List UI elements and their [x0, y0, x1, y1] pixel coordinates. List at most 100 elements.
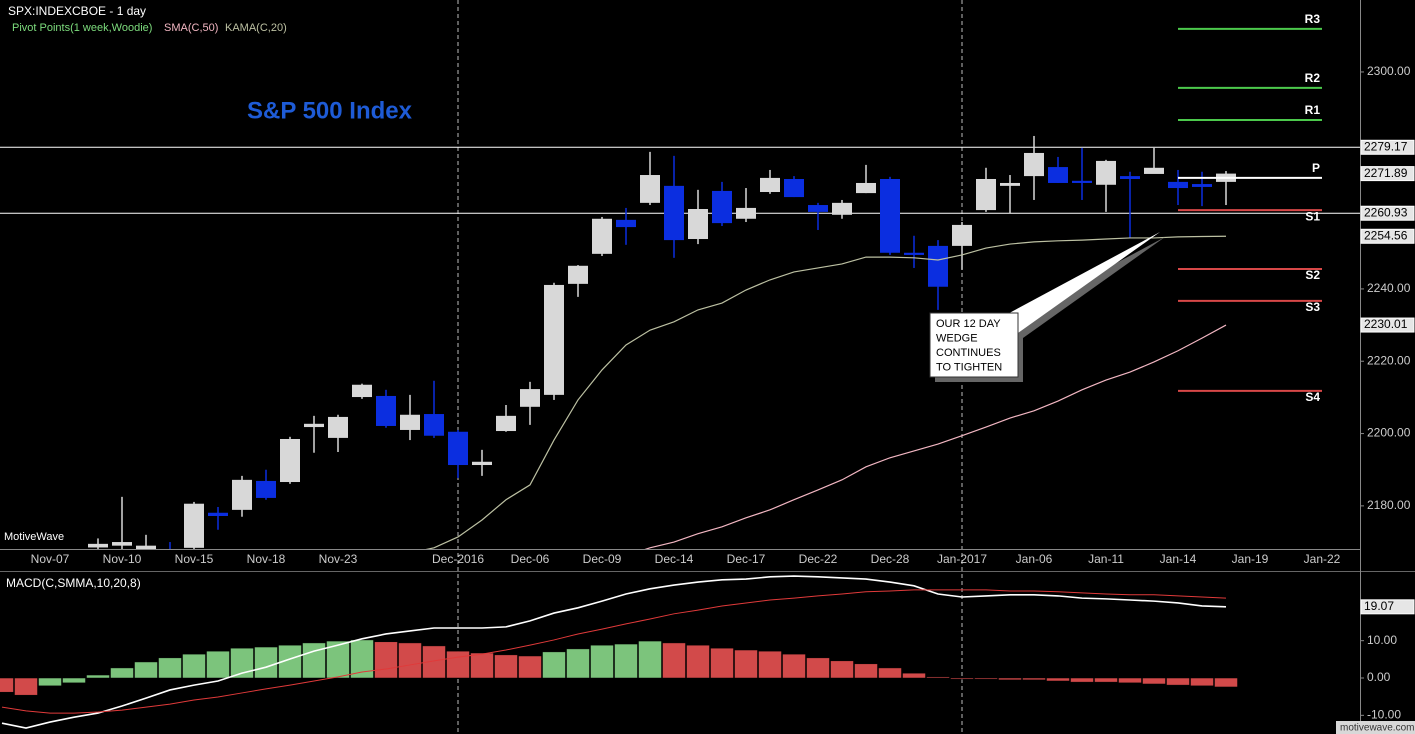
candle-body [1000, 182, 1020, 186]
price-label: 19.07 [1364, 599, 1394, 613]
histogram-bar [782, 653, 806, 679]
indicator-line [420, 235, 1227, 550]
pivot-label: P [1312, 161, 1320, 175]
y-tick-label: 2220.00 [1367, 353, 1411, 367]
price-label-box [1360, 139, 1415, 155]
y-tick-label: 2200.00 [1367, 426, 1411, 440]
price-label-box [1360, 599, 1415, 615]
candle-body [664, 185, 684, 241]
candle-body [1096, 160, 1116, 185]
x-tick-label: Jan-2017 [937, 552, 987, 566]
callout-text: CONTINUES [936, 347, 1001, 359]
histogram-bar [710, 647, 734, 679]
legend-sma: SMA(C,50) [164, 22, 218, 34]
histogram-bar [614, 643, 638, 679]
candle-body [1144, 167, 1164, 174]
price-label-box [1360, 228, 1415, 244]
histogram-bar [734, 649, 758, 679]
histogram-bar [1190, 677, 1214, 687]
histogram-bar [302, 642, 326, 679]
candle-body [808, 205, 828, 212]
histogram-bar [1118, 677, 1142, 684]
candle-body [472, 461, 492, 466]
candle-body [208, 512, 228, 517]
candle-body [376, 395, 396, 426]
callout-pointer [1000, 232, 1160, 333]
callout-text: OUR 12 DAY [936, 318, 1001, 330]
pivot-label: R1 [1305, 103, 1321, 117]
chart-title: S&P 500 Index [247, 97, 413, 124]
pivot-label: S4 [1305, 390, 1320, 404]
histogram-bar [1094, 677, 1118, 683]
histogram-bar [158, 657, 182, 679]
histogram-bar [470, 652, 494, 679]
y-tick-label: 2180.00 [1367, 498, 1411, 512]
candle-body [304, 423, 324, 428]
histogram-bar [542, 651, 566, 679]
candle-body [856, 182, 876, 194]
x-tick-label: Dec-09 [583, 552, 622, 566]
pivot-label: S2 [1305, 268, 1320, 282]
candle-body [352, 384, 372, 398]
candle-body [688, 209, 708, 240]
candle-body [1024, 152, 1044, 177]
candle-body [1120, 176, 1140, 179]
candle-body [760, 177, 780, 193]
candle-body [832, 202, 852, 215]
histogram-bar [638, 640, 662, 679]
x-tick-label: Jan-14 [1160, 552, 1197, 566]
x-tick-label: Jan-19 [1232, 552, 1269, 566]
candle-body [592, 218, 612, 254]
watermark: MotiveWave [4, 531, 64, 543]
candle-body [136, 545, 156, 550]
pivot-label: R3 [1305, 12, 1321, 26]
x-tick-label: Jan-22 [1304, 552, 1341, 566]
histogram-bar [446, 650, 470, 679]
y-tick-label: 10.00 [1367, 633, 1397, 647]
histogram-bar [110, 667, 134, 679]
histogram-bar [398, 642, 422, 679]
x-tick-label: Dec-28 [871, 552, 910, 566]
histogram-bar [254, 646, 278, 679]
callout-box [929, 312, 1019, 378]
x-tick-label: Dec-22 [799, 552, 838, 566]
candle-body [400, 414, 420, 430]
histogram-bar [830, 660, 854, 679]
x-tick-label: Dec-17 [727, 552, 766, 566]
histogram-bar [662, 642, 686, 679]
candle-body [112, 542, 132, 546]
histogram-bar [950, 677, 974, 680]
x-tick-label: Nov-10 [103, 552, 142, 566]
price-panel: R3 R2 R1 P S1 S2 S3 S4 [0, 12, 1360, 550]
pivot-label: S1 [1305, 209, 1320, 223]
candle-body [520, 389, 540, 407]
overlay: Nov-07 Nov-10 Nov-15 Nov-18 Nov-23 Dec-2016 De… [31, 64, 1415, 722]
candle-body [1072, 180, 1092, 183]
candle-body [424, 414, 444, 436]
candle-body [448, 431, 468, 466]
histogram-bar [878, 667, 902, 679]
candle-body [1168, 181, 1188, 189]
candle-body [1048, 167, 1068, 183]
price-label: 2230.01 [1364, 317, 1408, 331]
footer-box [1336, 721, 1415, 734]
price-label: 2279.17 [1364, 139, 1408, 153]
histogram-bar [182, 653, 206, 679]
candle-body [1192, 184, 1212, 187]
histogram-bar [134, 661, 158, 679]
x-tick-label: Nov-15 [175, 552, 214, 566]
histogram-bar [206, 650, 230, 679]
candle-body [976, 178, 996, 211]
candle-body [496, 415, 516, 432]
pivot-label: R2 [1305, 71, 1321, 85]
macd-panel [0, 575, 1238, 729]
histogram-bar [374, 641, 398, 679]
x-tick-label: Jan-11 [1088, 552, 1124, 566]
candle-body [544, 284, 564, 395]
histogram-bar [806, 657, 830, 679]
callout-text: WEDGE [936, 332, 978, 344]
legend-pivots: Pivot Points(1 week,Woodie) [12, 22, 152, 34]
histogram-bar [518, 655, 542, 679]
macd-title: MACD(C,SMMA,10,20,8) [6, 576, 141, 590]
